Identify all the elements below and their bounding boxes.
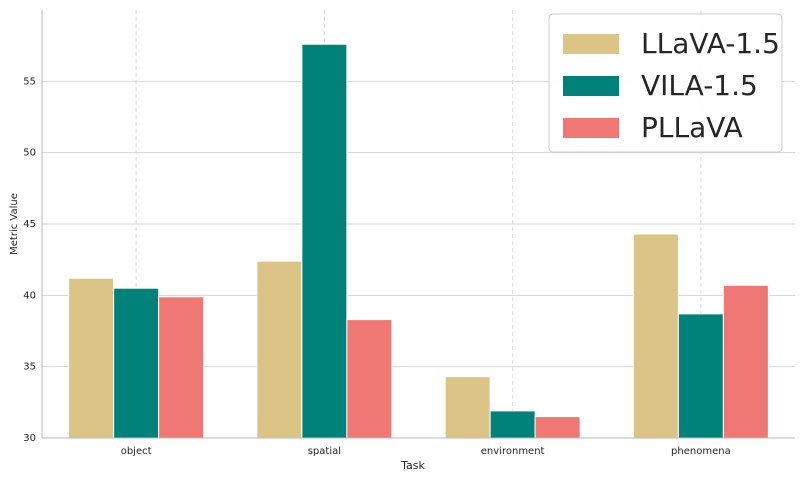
y-tick-label: 40 (23, 290, 36, 301)
x-tick-label: spatial (308, 446, 341, 457)
bar (256, 260, 303, 439)
bar (158, 296, 205, 439)
x-tick-label: environment (481, 446, 545, 457)
bar (68, 277, 115, 439)
y-tick-label: 55 (23, 76, 36, 87)
legend-swatch (563, 34, 619, 54)
y-tick-label: 30 (23, 433, 36, 444)
legend-swatch (563, 76, 619, 96)
legend-label: PLLaVA (641, 111, 743, 144)
bar (489, 410, 536, 439)
bar (113, 287, 160, 439)
legend-label: LLaVA-1.5 (641, 27, 780, 60)
x-tick-label: phenomena (671, 446, 731, 457)
legend-swatch (563, 118, 619, 138)
x-tick-label: object (121, 446, 152, 457)
legend-label: VILA-1.5 (641, 69, 758, 102)
y-tick-label: 50 (23, 148, 36, 159)
bar (444, 376, 491, 439)
x-axis-label: Task (400, 459, 425, 472)
bar (534, 416, 581, 439)
bar (346, 319, 393, 439)
y-axis-label: Metric Value (9, 193, 20, 255)
y-tick-label: 35 (23, 362, 36, 373)
y-tick-label: 45 (23, 219, 36, 230)
bar (677, 313, 724, 439)
bar (722, 284, 769, 439)
bar (301, 43, 348, 439)
bar (632, 233, 679, 439)
